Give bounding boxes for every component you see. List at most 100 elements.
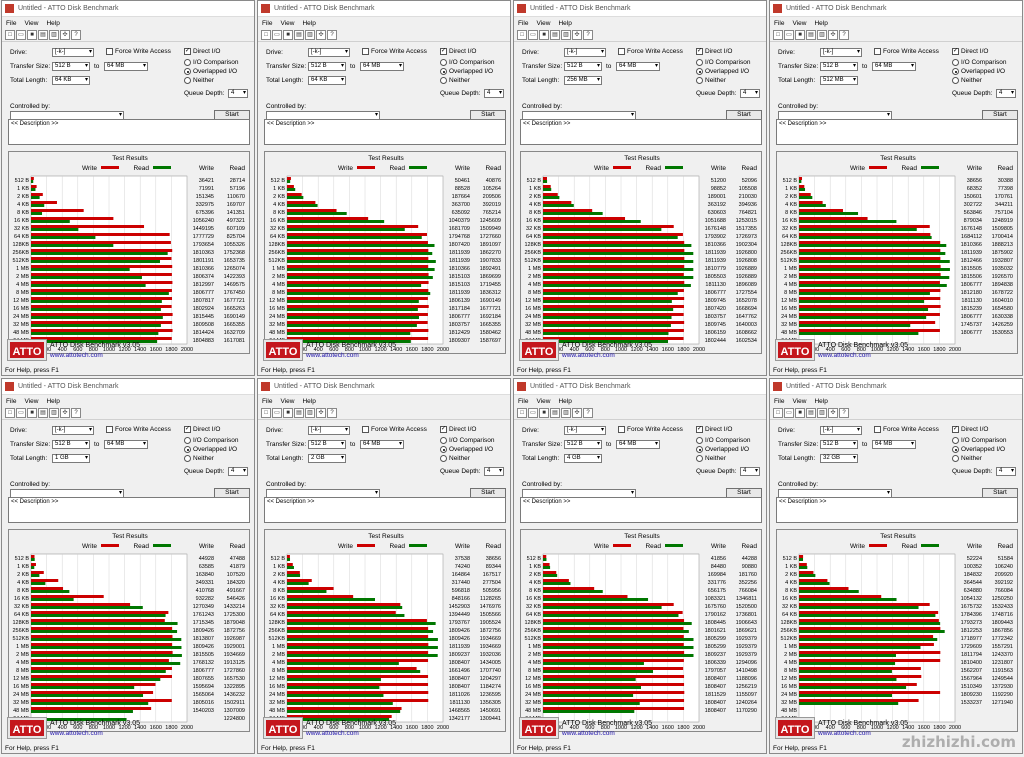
open-icon[interactable]: ▭	[16, 30, 26, 40]
new-icon[interactable]: □	[5, 30, 15, 40]
menu-help[interactable]: Help	[558, 397, 572, 405]
menu-help[interactable]: Help	[814, 397, 828, 405]
print-icon[interactable]: ▤	[806, 30, 816, 40]
open-icon[interactable]: ▭	[272, 30, 282, 40]
menu-view[interactable]: View	[792, 19, 807, 27]
transfer-to-select[interactable]: 64 MB	[104, 440, 148, 449]
direct-io-checkbox[interactable]: ✓ Direct I/O	[952, 48, 988, 55]
io-comparison-radio[interactable]: I/O Comparison	[952, 59, 1007, 66]
io-comparison-radio[interactable]: I/O Comparison	[184, 59, 239, 66]
help-icon[interactable]: ?	[583, 408, 593, 418]
menu-file[interactable]: File	[6, 19, 17, 27]
transfer-to-select[interactable]: 64 MB	[872, 440, 916, 449]
transfer-to-select[interactable]: 64 MB	[360, 62, 404, 71]
help-icon[interactable]: ?	[71, 408, 81, 418]
help-icon[interactable]: ?	[583, 30, 593, 40]
menu-file[interactable]: File	[262, 19, 273, 27]
neither-radio[interactable]: Neither	[696, 77, 726, 84]
description-box[interactable]: << Description >>	[8, 119, 250, 145]
help-icon[interactable]: ?	[839, 408, 849, 418]
help-icon[interactable]: ?	[327, 408, 337, 418]
direct-io-checkbox[interactable]: ✓ Direct I/O	[696, 48, 732, 55]
new-icon[interactable]: □	[773, 30, 783, 40]
website-link[interactable]: www.attotech.com	[306, 730, 359, 737]
menu-file[interactable]: File	[262, 397, 273, 405]
total-length-select[interactable]: 64 KB	[308, 76, 346, 85]
open-icon[interactable]: ▭	[16, 408, 26, 418]
print-icon[interactable]: ▤	[294, 30, 304, 40]
drive-select[interactable]: [-k-]	[308, 48, 350, 57]
total-length-select[interactable]: 2 GB	[308, 454, 346, 463]
transfer-to-select[interactable]: 64 MB	[616, 440, 660, 449]
queue-depth-select[interactable]: 4	[996, 89, 1016, 98]
print-preview-icon[interactable]: ▥	[49, 408, 59, 418]
menu-view[interactable]: View	[24, 397, 39, 405]
overlapped-io-radio[interactable]: Overlapped I/O	[440, 68, 493, 75]
transfer-to-select[interactable]: 64 MB	[104, 62, 148, 71]
queue-depth-select[interactable]: 4	[740, 89, 760, 98]
overlapped-io-radio[interactable]: Overlapped I/O	[696, 68, 749, 75]
open-icon[interactable]: ▭	[528, 30, 538, 40]
io-comparison-radio[interactable]: I/O Comparison	[952, 437, 1007, 444]
total-length-select[interactable]: 32 GB	[820, 454, 858, 463]
new-icon[interactable]: □	[5, 408, 15, 418]
move-icon[interactable]: ✣	[60, 30, 70, 40]
force-write-checkbox[interactable]: Force Write Access	[618, 48, 683, 55]
force-write-checkbox[interactable]: Force Write Access	[106, 426, 171, 433]
total-length-select[interactable]: 256 MB	[564, 76, 602, 85]
website-link[interactable]: www.attotech.com	[562, 352, 615, 359]
menu-view[interactable]: View	[280, 19, 295, 27]
print-icon[interactable]: ▤	[550, 30, 560, 40]
new-icon[interactable]: □	[517, 30, 527, 40]
neither-radio[interactable]: Neither	[952, 77, 982, 84]
transfer-from-select[interactable]: 512 B	[564, 440, 602, 449]
queue-depth-select[interactable]: 4	[484, 89, 504, 98]
direct-io-checkbox[interactable]: ✓ Direct I/O	[184, 48, 220, 55]
io-comparison-radio[interactable]: I/O Comparison	[696, 437, 751, 444]
transfer-from-select[interactable]: 512 B	[820, 62, 858, 71]
print-preview-icon[interactable]: ▥	[817, 30, 827, 40]
move-icon[interactable]: ✣	[60, 408, 70, 418]
queue-depth-select[interactable]: 4	[740, 467, 760, 476]
print-preview-icon[interactable]: ▥	[305, 408, 315, 418]
overlapped-io-radio[interactable]: Overlapped I/O	[184, 68, 237, 75]
transfer-from-select[interactable]: 512 B	[564, 62, 602, 71]
description-box[interactable]: << Description >>	[264, 119, 506, 145]
force-write-checkbox[interactable]: Force Write Access	[874, 48, 939, 55]
neither-radio[interactable]: Neither	[440, 77, 470, 84]
menu-file[interactable]: File	[6, 397, 17, 405]
move-icon[interactable]: ✣	[316, 408, 326, 418]
transfer-to-select[interactable]: 64 MB	[360, 440, 404, 449]
total-length-select[interactable]: 64 KB	[52, 76, 90, 85]
website-link[interactable]: www.attotech.com	[50, 730, 103, 737]
help-icon[interactable]: ?	[327, 30, 337, 40]
description-box[interactable]: << Description >>	[776, 119, 1018, 145]
drive-select[interactable]: [-k-]	[52, 426, 94, 435]
print-icon[interactable]: ▤	[550, 408, 560, 418]
drive-select[interactable]: [-k-]	[52, 48, 94, 57]
open-icon[interactable]: ▭	[784, 30, 794, 40]
save-icon[interactable]: ■	[539, 30, 549, 40]
menu-help[interactable]: Help	[814, 19, 828, 27]
help-icon[interactable]: ?	[71, 30, 81, 40]
menu-file[interactable]: File	[774, 397, 785, 405]
menu-view[interactable]: View	[792, 397, 807, 405]
total-length-select[interactable]: 1 GB	[52, 454, 90, 463]
website-link[interactable]: www.attotech.com	[306, 352, 359, 359]
save-icon[interactable]: ■	[539, 408, 549, 418]
menu-view[interactable]: View	[536, 19, 551, 27]
print-preview-icon[interactable]: ▥	[49, 30, 59, 40]
menu-view[interactable]: View	[536, 397, 551, 405]
menu-help[interactable]: Help	[302, 397, 316, 405]
menu-help[interactable]: Help	[46, 19, 60, 27]
help-icon[interactable]: ?	[839, 30, 849, 40]
drive-select[interactable]: [-k-]	[564, 48, 606, 57]
drive-select[interactable]: [-k-]	[820, 48, 862, 57]
queue-depth-select[interactable]: 4	[484, 467, 504, 476]
description-box[interactable]: << Description >>	[264, 497, 506, 523]
menu-file[interactable]: File	[518, 19, 529, 27]
neither-radio[interactable]: Neither	[952, 455, 982, 462]
print-preview-icon[interactable]: ▥	[817, 408, 827, 418]
print-preview-icon[interactable]: ▥	[561, 408, 571, 418]
neither-radio[interactable]: Neither	[440, 455, 470, 462]
